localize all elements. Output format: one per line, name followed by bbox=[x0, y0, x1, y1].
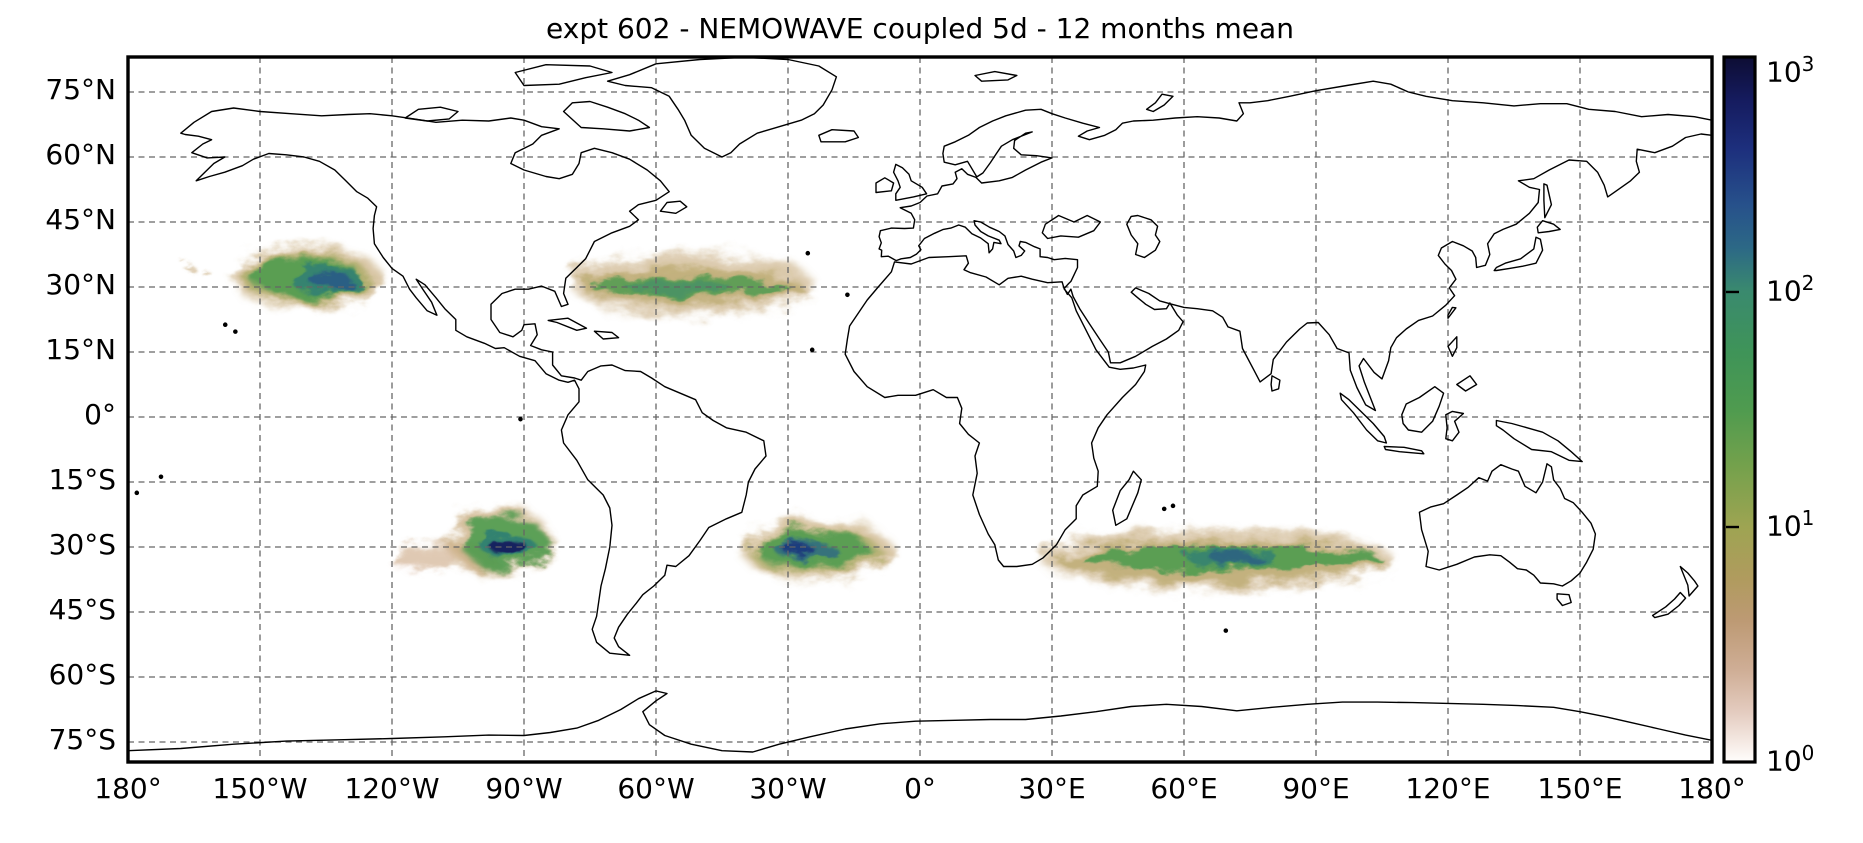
coastline-path bbox=[1536, 220, 1561, 234]
blob-north-pacific-swell bbox=[184, 246, 383, 310]
swell-density-blobs bbox=[184, 246, 1393, 590]
latitude-tick-label: 45°N bbox=[45, 203, 116, 236]
latitude-tick-label: 30°S bbox=[48, 528, 116, 561]
latitude-tick-label: 75°N bbox=[45, 73, 116, 106]
coastline-path bbox=[818, 129, 860, 143]
longitude-tick-label: 180° bbox=[94, 772, 162, 805]
latitude-tick-label: 60°N bbox=[45, 138, 116, 171]
longitude-tick-label: 30°E bbox=[1018, 772, 1086, 805]
island-dot bbox=[222, 322, 228, 328]
coastline-path bbox=[1447, 336, 1458, 357]
map-frame bbox=[126, 55, 1714, 764]
graticule-gridlines bbox=[128, 57, 1712, 762]
coastline-path bbox=[1651, 591, 1687, 619]
island-dot bbox=[134, 490, 140, 496]
island-dot bbox=[233, 329, 238, 334]
longitude-tick-label: 60°W bbox=[617, 772, 695, 805]
coastlines bbox=[128, 57, 1712, 753]
coastline-path bbox=[875, 177, 895, 194]
coastline-path bbox=[1556, 593, 1572, 607]
coastline-path bbox=[974, 70, 1018, 82]
coastline-path bbox=[562, 100, 651, 132]
latitude-tick-label: 45°S bbox=[48, 593, 116, 626]
colorbar bbox=[1722, 55, 1757, 764]
island-dot bbox=[845, 292, 850, 298]
latitude-tick-label: 30°N bbox=[45, 268, 116, 301]
blob-south-pacific-swell bbox=[387, 506, 551, 575]
longitude-tick-label: 150°W bbox=[212, 772, 308, 805]
coastline-path bbox=[1383, 445, 1425, 455]
latitude-tick-label: 15°N bbox=[45, 333, 116, 366]
blob-layer bbox=[184, 264, 195, 271]
coastline-path bbox=[844, 255, 1147, 568]
coastline-path bbox=[1456, 375, 1478, 392]
coastline-path bbox=[1493, 236, 1544, 272]
blob-layer bbox=[1210, 553, 1264, 564]
coastline-path bbox=[659, 200, 688, 214]
blob-layer bbox=[201, 269, 209, 274]
coastline-path bbox=[1543, 183, 1553, 219]
latitude-tick-label: 0° bbox=[84, 398, 116, 431]
longitude-tick-label: 120°W bbox=[344, 772, 440, 805]
colorbar-tick-marks bbox=[1726, 290, 1739, 529]
coastline-path bbox=[1041, 214, 1102, 240]
longitude-tick-label: 0° bbox=[904, 772, 936, 805]
latitude-tick-label: 15°S bbox=[48, 463, 116, 496]
coastline-path bbox=[1145, 93, 1174, 113]
longitude-tick-label: 90°E bbox=[1282, 772, 1350, 805]
coastline-path bbox=[593, 330, 620, 340]
colorbar-tick-label: 100 bbox=[1766, 741, 1815, 778]
coastline-path bbox=[1495, 419, 1583, 463]
coastline-path bbox=[1445, 410, 1465, 442]
coastline-path bbox=[1679, 565, 1699, 597]
coastline-path bbox=[180, 107, 767, 656]
coastline-path bbox=[1112, 470, 1142, 526]
coastline-path bbox=[514, 64, 613, 87]
latitude-tick-label: 75°S bbox=[48, 723, 116, 756]
island-dot bbox=[518, 416, 523, 422]
blob-north-atlantic-swell bbox=[571, 253, 814, 315]
longitude-tick-label: 90°W bbox=[485, 772, 563, 805]
longitude-tick-label: 150°E bbox=[1537, 772, 1623, 805]
coastline-path bbox=[1339, 392, 1388, 444]
coastline-path bbox=[1447, 306, 1457, 319]
coastline-path bbox=[1270, 375, 1281, 392]
longitude-tick-label: 30°W bbox=[749, 772, 827, 805]
island-dot bbox=[158, 474, 164, 480]
longitude-tick-label: 180° bbox=[1678, 772, 1746, 805]
island-dot bbox=[805, 250, 811, 256]
colorbar-tick-label: 103 bbox=[1766, 52, 1815, 89]
blob-south-atlantic-swell bbox=[741, 518, 891, 580]
blob-south-indian-swell bbox=[1041, 528, 1393, 590]
latitude-tick-label: 60°S bbox=[48, 658, 116, 691]
island-dot bbox=[1170, 503, 1176, 509]
coastline-path bbox=[878, 80, 1712, 412]
colorbar-tick-label: 101 bbox=[1766, 506, 1815, 543]
longitude-tick-label: 120°E bbox=[1405, 772, 1491, 805]
coastline-path bbox=[1126, 214, 1161, 259]
coastline-path bbox=[547, 317, 588, 331]
island-dot bbox=[1161, 506, 1167, 512]
blob-layer bbox=[491, 538, 527, 557]
coastline-path bbox=[606, 57, 838, 158]
coastline-path bbox=[1418, 463, 1597, 587]
island-dot bbox=[809, 347, 815, 353]
blob-layer bbox=[310, 271, 351, 290]
chart-title: expt 602 - NEMOWAVE coupled 5d - 12 mont… bbox=[546, 12, 1294, 45]
coastline-path bbox=[128, 690, 1712, 753]
island-dot bbox=[1223, 628, 1229, 633]
colorbar-tick-label: 102 bbox=[1766, 270, 1815, 308]
coastline-path bbox=[404, 106, 459, 122]
coastline-path bbox=[1401, 386, 1445, 433]
coastline-path bbox=[892, 163, 928, 201]
longitude-tick-label: 60°E bbox=[1150, 772, 1218, 805]
